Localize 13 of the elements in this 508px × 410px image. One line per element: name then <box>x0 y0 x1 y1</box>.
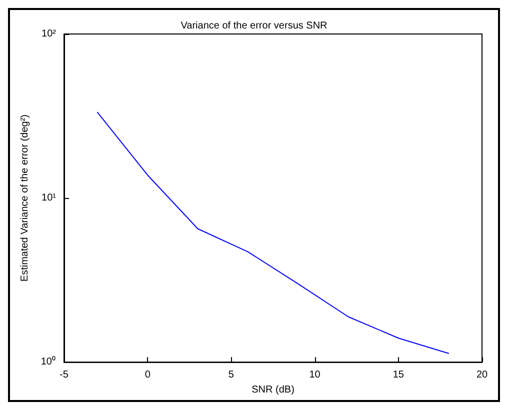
x-tick-label: 20 <box>476 370 488 381</box>
y-axis-title: Estimated Variance of the error (deg²) <box>19 114 30 282</box>
y-tick-label: 10⁰ <box>40 356 56 368</box>
x-tick-label: 5 <box>228 370 234 381</box>
chart-title: Variance of the error versus SNR <box>180 20 328 32</box>
line-series <box>96 112 450 354</box>
x-axis-title: SNR (dB) <box>252 384 294 396</box>
y-tick-label: 10¹ <box>42 192 57 204</box>
x-tick-label: 0 <box>144 370 151 381</box>
x-tick-label: -5 <box>60 370 69 381</box>
y-tick-label: 10² <box>42 28 57 40</box>
x-tick-label: 15 <box>392 370 404 381</box>
x-tick-label: 10 <box>309 370 321 381</box>
